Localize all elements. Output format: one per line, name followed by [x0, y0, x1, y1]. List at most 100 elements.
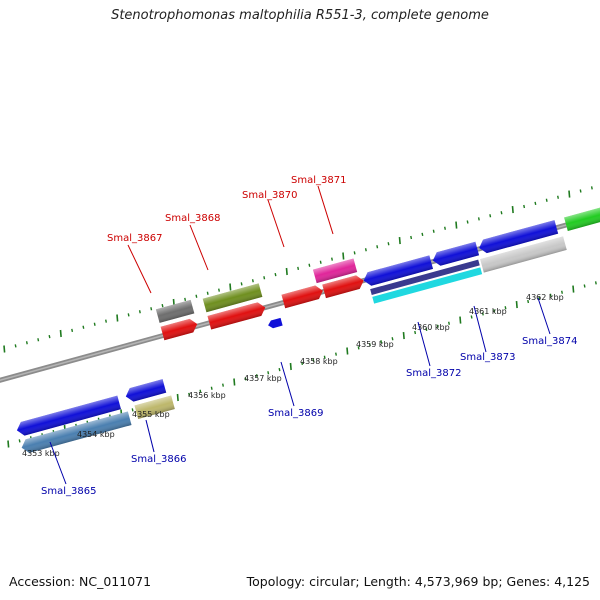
minor-tick	[222, 383, 224, 387]
gene-Smal_3868-arrow[interactable]	[207, 301, 267, 330]
gene-label-Smal_3869[interactable]: Smal_3869	[268, 408, 323, 419]
minor-tick	[448, 321, 450, 325]
major-tick	[116, 314, 119, 322]
minor-tick	[391, 337, 394, 341]
minor-tick	[255, 374, 258, 378]
map-title: Stenotrophomonas maltophilia R551-3, com…	[111, 8, 489, 23]
forward-feature-olive[interactable]	[202, 283, 263, 313]
tick-label-4355: 4355 kbp	[132, 410, 170, 419]
tick-label-4354: 4354 kbp	[77, 430, 115, 439]
minor-tick	[301, 361, 304, 366]
minor-tick	[127, 313, 130, 317]
minor-tick	[594, 281, 597, 285]
gene-label-Smal_3873[interactable]: Smal_3873	[460, 352, 515, 363]
minor-tick	[188, 392, 191, 397]
minor-tick	[218, 288, 220, 292]
forward-label-leaders	[127, 185, 334, 294]
minor-tick	[195, 294, 198, 298]
gene-Smal_3870-arrow[interactable]	[281, 284, 324, 309]
reverse-gene-labels: Smal_3865 Smal_3866 Smal_3869 Smal_3872 …	[41, 336, 577, 497]
minor-tick	[319, 260, 322, 264]
minor-tick	[425, 327, 428, 332]
minor-tick	[436, 324, 439, 328]
major-tick	[342, 252, 345, 260]
minor-tick	[93, 322, 96, 326]
reverse-feature-silver[interactable]	[480, 236, 567, 273]
gene-Smal_3867-arrow[interactable]	[160, 317, 199, 341]
tick-label-4353: 4353 kbp	[22, 449, 60, 458]
minor-tick	[278, 367, 281, 372]
gene-label-Smal_3866[interactable]: Smal_3866	[131, 454, 186, 465]
gene-label-Smal_3870[interactable]: Smal_3870	[242, 190, 297, 201]
major-tick	[459, 316, 462, 324]
minor-tick	[534, 201, 537, 206]
minor-tick	[138, 310, 141, 314]
gene-Smal_3873-arrow[interactable]	[431, 241, 480, 268]
major-tick	[572, 285, 575, 293]
gene-Smal_3872-arrow[interactable]	[362, 255, 434, 287]
major-tick	[568, 190, 571, 198]
reverse-feature-steelblue[interactable]	[20, 411, 132, 454]
gene-label-Smal_3871[interactable]: Smal_3871	[291, 175, 346, 186]
forward-feature-gray[interactable]	[155, 299, 195, 323]
minor-tick	[444, 226, 446, 230]
minor-tick	[579, 189, 582, 193]
gene-Smal_3865-arrow[interactable]	[15, 395, 121, 437]
minor-tick	[184, 297, 187, 302]
minor-tick	[500, 211, 503, 215]
gene-Smal_3869-arrow[interactable]	[267, 317, 283, 329]
gene-Smal_3871-arrow[interactable]	[322, 274, 365, 299]
major-tick	[402, 332, 405, 340]
gene-label-Smal_3865[interactable]: Smal_3865	[41, 486, 96, 497]
minor-tick	[414, 330, 417, 335]
minor-tick	[312, 358, 315, 362]
major-tick	[289, 362, 292, 371]
gene-label-Smal_3868[interactable]: Smal_3868	[165, 213, 220, 224]
minor-tick	[504, 306, 507, 310]
minor-tick	[71, 328, 74, 333]
major-tick	[455, 221, 458, 229]
genome-summary-text: Topology: circular; Length: 4,573,969 bp…	[246, 574, 590, 589]
gene-Smal_3866-arrow[interactable]	[124, 379, 167, 403]
gene-Smal_3874-arrow[interactable]	[477, 220, 559, 255]
minor-tick	[297, 266, 300, 271]
reverse-feature-cyan[interactable]	[372, 267, 483, 304]
major-tick	[233, 378, 236, 386]
major-tick	[7, 440, 10, 448]
minor-tick	[380, 340, 383, 344]
minor-tick	[489, 214, 492, 218]
reverse-feature-khaki[interactable]	[134, 395, 175, 419]
major-tick	[511, 206, 514, 214]
tick-label-4357: 4357 kbp	[244, 374, 282, 383]
minor-tick	[527, 299, 530, 304]
minor-tick	[387, 242, 390, 246]
minor-tick	[561, 290, 563, 294]
reverse-feature-navy[interactable]	[370, 259, 480, 295]
tick-label-4362: 4362 kbp	[526, 293, 564, 302]
minor-tick	[18, 439, 21, 443]
gene-label-Smal_3872[interactable]: Smal_3872	[406, 368, 461, 379]
major-tick	[229, 283, 232, 291]
major-tick	[285, 267, 288, 276]
reverse-feature-green[interactable]	[564, 206, 600, 231]
minor-tick	[210, 386, 213, 390]
major-tick	[176, 393, 179, 402]
minor-tick	[37, 338, 40, 342]
minor-tick	[493, 309, 496, 313]
minor-tick	[421, 232, 424, 237]
minor-tick	[82, 325, 85, 329]
minor-tick	[331, 257, 333, 261]
tick-label-4356: 4356 kbp	[188, 391, 226, 400]
minor-tick	[545, 198, 548, 202]
gene-label-Smal_3867[interactable]: Smal_3867	[107, 233, 162, 244]
forward-feature-magenta[interactable]	[312, 258, 358, 284]
accession-text: Accession: NC_011071	[9, 574, 152, 589]
tick-label-4361: 4361 kbp	[469, 307, 507, 316]
gene-label-Smal_3874[interactable]: Smal_3874	[522, 336, 577, 347]
minor-tick	[323, 355, 326, 359]
minor-tick	[368, 343, 371, 347]
reverse-label-leaders	[49, 297, 551, 485]
major-tick	[59, 329, 62, 338]
minor-tick	[25, 341, 28, 345]
